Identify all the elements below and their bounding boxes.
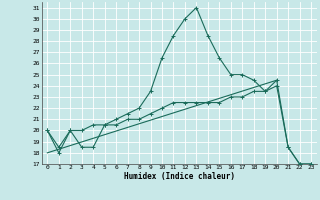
X-axis label: Humidex (Indice chaleur): Humidex (Indice chaleur) xyxy=(124,172,235,181)
